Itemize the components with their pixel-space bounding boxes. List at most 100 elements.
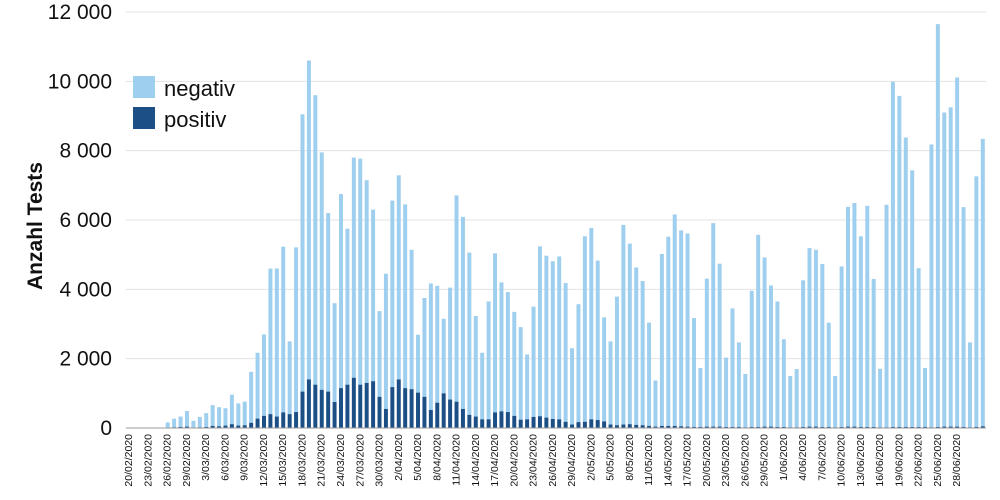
- bar-positiv: [441, 393, 446, 428]
- bar-negativ: [788, 376, 793, 428]
- x-tick-label: 26/05/2020: [739, 434, 751, 487]
- x-tick-label: 14/05/2020: [662, 434, 674, 487]
- x-tick-label: 24/03/2020: [335, 434, 347, 487]
- bar-negativ: [756, 234, 761, 427]
- bar-negativ: [505, 292, 510, 413]
- bar-negativ: [916, 268, 921, 427]
- x-tick-label: 20/04/2020: [508, 434, 520, 487]
- x-tick-label: 2/05/2020: [585, 434, 597, 481]
- bar-positiv: [685, 426, 690, 428]
- bar-positiv: [229, 424, 234, 428]
- bar-negativ: [833, 376, 838, 428]
- bar-positiv: [762, 426, 767, 428]
- bar-positiv: [281, 412, 286, 428]
- bar-positiv: [653, 426, 658, 428]
- x-tick-label: 23/05/2020: [720, 434, 732, 487]
- bar-positiv: [242, 425, 247, 428]
- x-tick-label: 6/03/2020: [219, 434, 231, 481]
- x-tick-label: 29/02/2020: [181, 434, 193, 487]
- bar-negativ: [820, 264, 825, 427]
- bar-negativ: [929, 144, 934, 428]
- bar-negativ: [371, 209, 376, 382]
- x-tick-label: 20/02/2020: [123, 434, 135, 487]
- bar-positiv: [377, 396, 382, 428]
- bar-positiv: [711, 426, 716, 428]
- bar-negativ: [897, 95, 902, 427]
- bar-positiv: [249, 422, 254, 428]
- x-tick-label: 23/04/2020: [528, 434, 540, 487]
- x-tick-label: 8/04/2020: [431, 434, 443, 481]
- bar-negativ: [473, 316, 478, 417]
- bar-positiv: [339, 388, 343, 428]
- y-tick-label: 10 000: [48, 70, 112, 93]
- bar-negativ: [852, 203, 857, 427]
- bar-positiv: [749, 426, 754, 428]
- bar-negativ: [377, 311, 382, 397]
- bar-positiv: [910, 426, 915, 428]
- bar-positiv: [672, 425, 677, 428]
- bar-positiv: [486, 419, 491, 428]
- bar-positiv: [769, 426, 773, 428]
- bar-negativ: [480, 352, 485, 420]
- bar-positiv: [358, 384, 363, 428]
- bar-negativ: [261, 334, 266, 416]
- x-tick-label: 5/05/2020: [605, 434, 617, 481]
- bar-positiv: [890, 426, 895, 428]
- bar-positiv: [332, 402, 337, 428]
- x-tick-label: 7/06/2020: [816, 434, 828, 481]
- bar-negativ: [435, 285, 440, 403]
- bar-negativ: [717, 263, 722, 427]
- bar-negativ: [191, 420, 196, 428]
- x-tick-label: 19/06/2020: [893, 434, 905, 487]
- bar-negativ: [826, 322, 831, 427]
- bar-positiv: [294, 412, 299, 428]
- bar-negativ: [839, 266, 844, 427]
- x-tick-label: 22/06/2020: [913, 434, 925, 487]
- bar-negativ: [178, 416, 183, 427]
- y-tick-label: 2 000: [59, 348, 112, 371]
- bar-positiv: [647, 425, 652, 428]
- bar-negativ: [621, 224, 626, 425]
- x-tick-label: 16/06/2020: [874, 434, 886, 487]
- bar-negativ: [666, 236, 671, 426]
- bar-negativ: [890, 81, 895, 427]
- bar-positiv: [736, 426, 741, 428]
- bar-positiv: [326, 391, 331, 428]
- bar-negativ: [550, 261, 555, 419]
- bar-positiv: [467, 414, 472, 428]
- bar-positiv: [730, 426, 735, 428]
- bar-positiv: [184, 426, 189, 428]
- bar-negativ: [884, 204, 889, 428]
- bar-positiv: [480, 419, 485, 428]
- bar-negativ: [364, 180, 369, 383]
- x-tick-label: 10/06/2020: [836, 434, 848, 487]
- bar-negativ: [935, 24, 940, 427]
- y-tick-label: 0: [100, 417, 112, 440]
- x-tick-label: 4/06/2020: [797, 434, 809, 481]
- bar-positiv: [473, 416, 478, 428]
- bar-positiv: [916, 426, 921, 428]
- bar-negativ: [448, 287, 453, 400]
- bar-negativ: [294, 247, 299, 413]
- bar-positiv: [614, 425, 619, 428]
- x-tick-label: 25/06/2020: [932, 434, 944, 487]
- bar-positiv: [525, 419, 530, 428]
- bar-negativ: [724, 357, 729, 427]
- bar-negativ: [691, 318, 696, 427]
- bar-negativ: [967, 342, 972, 428]
- bar-negativ: [801, 280, 806, 427]
- x-tick-label: 21/03/2020: [316, 434, 328, 487]
- bar-positiv: [531, 416, 536, 428]
- bar-negativ: [570, 348, 575, 425]
- bar-negativ: [255, 352, 260, 419]
- bar-negativ: [512, 311, 517, 416]
- bar-positiv: [409, 389, 414, 428]
- bar-negativ: [172, 418, 177, 428]
- bar-negativ: [955, 77, 960, 427]
- bar-positiv: [801, 426, 806, 428]
- x-tick-label: 14/04/2020: [470, 434, 482, 487]
- bar-positiv: [499, 411, 504, 428]
- bar-negativ: [383, 273, 388, 409]
- bar-positiv: [512, 415, 517, 428]
- bar-negativ: [345, 228, 350, 385]
